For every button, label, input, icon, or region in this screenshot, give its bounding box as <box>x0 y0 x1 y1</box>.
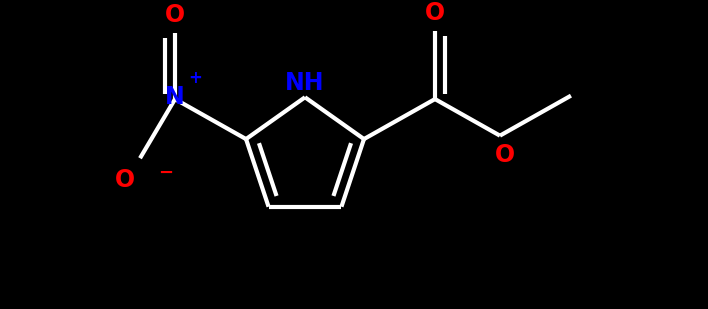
Text: −: − <box>158 164 173 182</box>
Text: NH: NH <box>285 71 325 95</box>
Text: +: + <box>188 69 202 87</box>
Text: O: O <box>165 3 185 27</box>
Text: O: O <box>115 168 135 192</box>
Text: N: N <box>165 85 185 109</box>
Text: O: O <box>425 1 445 25</box>
Text: O: O <box>495 143 515 167</box>
